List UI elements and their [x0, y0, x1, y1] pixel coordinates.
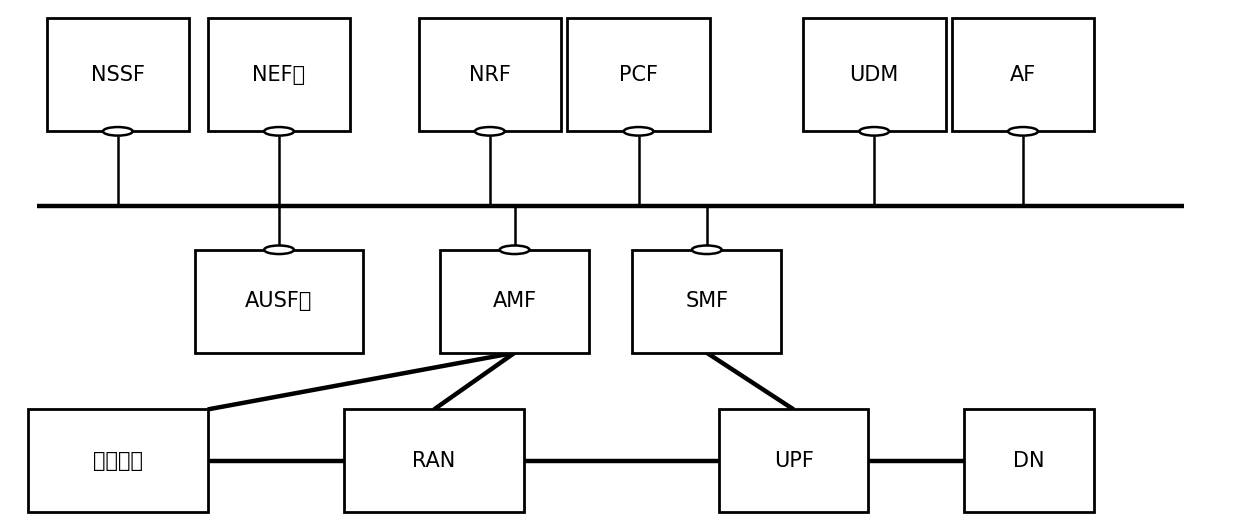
Ellipse shape	[624, 127, 653, 135]
Text: UPF: UPF	[774, 451, 813, 471]
Text: DN: DN	[1013, 451, 1045, 471]
Text: NSSF: NSSF	[91, 65, 145, 84]
Text: UDM: UDM	[849, 65, 899, 84]
Text: NEF元: NEF元	[253, 65, 305, 84]
Ellipse shape	[1008, 127, 1038, 135]
Ellipse shape	[500, 246, 529, 254]
Ellipse shape	[859, 127, 889, 135]
Ellipse shape	[475, 127, 505, 135]
Text: AF: AF	[1009, 65, 1037, 84]
Bar	[719, 409, 868, 512]
Text: 终端设备: 终端设备	[93, 451, 143, 471]
Bar	[208, 18, 351, 131]
Bar	[965, 409, 1094, 512]
Text: RAN: RAN	[413, 451, 455, 471]
Bar	[804, 18, 945, 131]
Bar	[568, 18, 711, 131]
Ellipse shape	[264, 127, 294, 135]
Bar	[952, 18, 1094, 131]
Bar	[29, 409, 207, 512]
Ellipse shape	[692, 246, 722, 254]
Bar	[440, 250, 589, 353]
Bar	[47, 18, 188, 131]
Text: SMF: SMF	[686, 291, 728, 311]
Bar	[419, 18, 560, 131]
Bar	[196, 250, 362, 353]
Ellipse shape	[264, 246, 294, 254]
Ellipse shape	[103, 127, 133, 135]
Bar	[343, 409, 523, 512]
Text: AUSF元: AUSF元	[246, 291, 312, 311]
Text: PCF: PCF	[619, 65, 658, 84]
Bar	[632, 250, 781, 353]
Text: NRF: NRF	[469, 65, 511, 84]
Text: AMF: AMF	[492, 291, 537, 311]
